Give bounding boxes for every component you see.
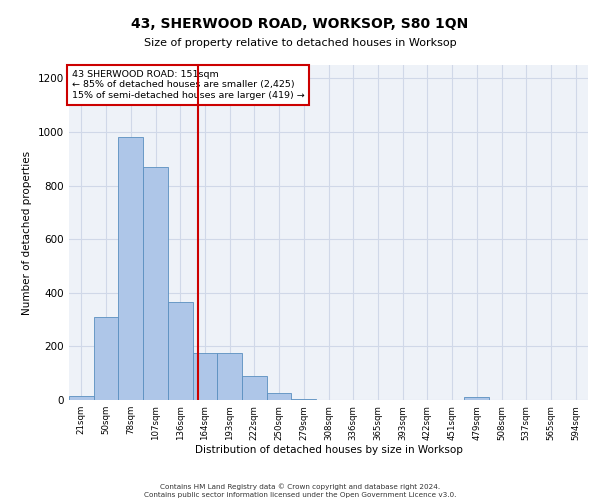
Bar	[143, 167, 168, 400]
Bar	[292, 398, 316, 400]
Bar	[94, 317, 118, 400]
Bar	[217, 353, 242, 400]
Bar	[118, 138, 143, 400]
Bar	[69, 396, 94, 400]
Bar	[267, 394, 292, 400]
Text: Size of property relative to detached houses in Worksop: Size of property relative to detached ho…	[143, 38, 457, 48]
Bar	[242, 376, 267, 400]
Text: Contains HM Land Registry data © Crown copyright and database right 2024.
Contai: Contains HM Land Registry data © Crown c…	[144, 484, 456, 498]
Bar	[168, 302, 193, 400]
X-axis label: Distribution of detached houses by size in Worksop: Distribution of detached houses by size …	[194, 446, 463, 456]
Y-axis label: Number of detached properties: Number of detached properties	[22, 150, 32, 314]
Bar	[193, 353, 217, 400]
Bar	[464, 398, 489, 400]
Text: 43, SHERWOOD ROAD, WORKSOP, S80 1QN: 43, SHERWOOD ROAD, WORKSOP, S80 1QN	[131, 18, 469, 32]
Text: 43 SHERWOOD ROAD: 151sqm
← 85% of detached houses are smaller (2,425)
15% of sem: 43 SHERWOOD ROAD: 151sqm ← 85% of detach…	[71, 70, 304, 100]
